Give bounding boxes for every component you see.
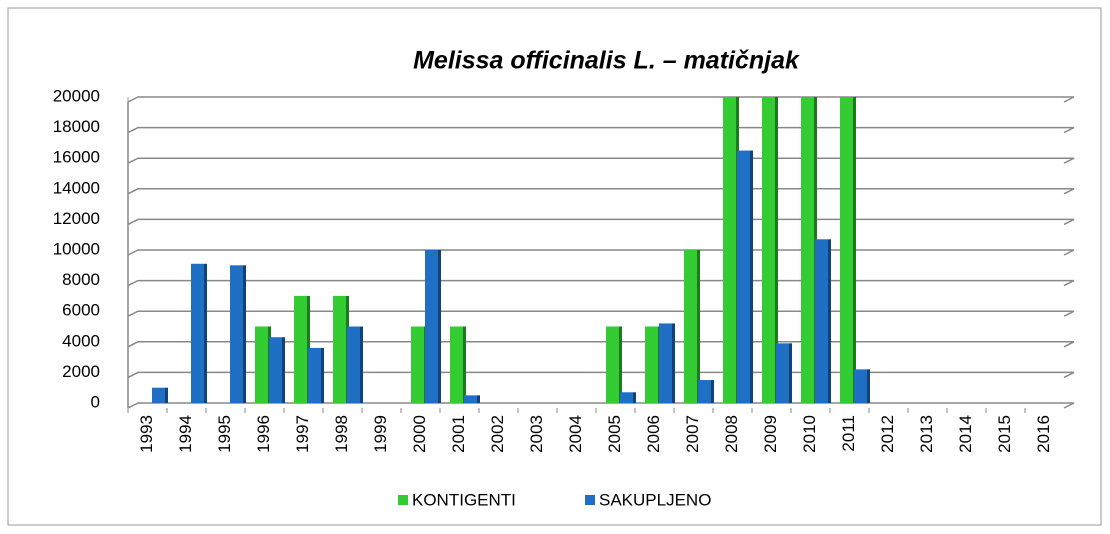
grid-line: [127, 188, 1075, 195]
x-tick-label: 2004: [566, 415, 585, 453]
bar: [723, 97, 736, 403]
bar: [840, 97, 853, 403]
x-tick-label: 2012: [878, 415, 897, 453]
x-tick-label: 1994: [176, 415, 195, 453]
grid-line: [127, 96, 1075, 103]
bar-side: [477, 395, 480, 403]
x-tick-label: 2009: [761, 415, 780, 453]
bar-side: [789, 343, 792, 403]
bar-side: [697, 250, 700, 403]
bar-side: [828, 239, 831, 403]
x-tick-label: 2010: [800, 415, 819, 453]
bar: [698, 380, 711, 403]
bar: [230, 265, 243, 403]
x-tick-label: 1996: [254, 415, 273, 453]
grid-line: [127, 126, 1075, 134]
bar-side: [463, 326, 466, 403]
bar: [294, 295, 307, 403]
x-tick-label: 2006: [644, 415, 663, 453]
x-tick-label: 1999: [371, 415, 390, 453]
x-tick-label: 2014: [956, 415, 975, 453]
y-tick-label: 16000: [53, 148, 100, 167]
bar-side: [867, 369, 870, 403]
grid-line: [127, 310, 1075, 317]
bar: [815, 239, 828, 403]
y-tick-label: 10000: [53, 239, 100, 258]
bar-side: [853, 97, 856, 403]
y-tick-label: 12000: [53, 209, 100, 228]
x-tick-label: 2016: [1034, 415, 1053, 453]
bar-side: [619, 326, 622, 403]
bar-side: [360, 326, 363, 403]
bar: [762, 97, 775, 403]
y-tick-label: 20000: [53, 86, 100, 105]
chart-frame: [7, 7, 1102, 526]
bar-side: [165, 387, 168, 403]
bar-side: [282, 337, 285, 403]
grid-line: [127, 249, 1075, 256]
y-tick-label: 18000: [53, 117, 100, 136]
bar-side: [775, 97, 778, 403]
legend-swatch: [398, 495, 408, 505]
x-tick-label: 2001: [449, 415, 468, 453]
bar: [308, 347, 321, 403]
x-tick-label: 2013: [917, 415, 936, 453]
grid-line: [127, 279, 1075, 287]
x-tick-label: 2011: [839, 415, 858, 452]
x-tick-label: 2000: [410, 415, 429, 453]
legend-label: KONTIGENTI: [412, 490, 516, 509]
bar: [333, 295, 346, 403]
bar-side: [750, 150, 753, 403]
x-tick-label: 1997: [293, 415, 312, 453]
y-tick-label: 14000: [53, 178, 100, 197]
bar: [737, 150, 750, 403]
bar: [152, 387, 165, 403]
bar: [464, 395, 477, 403]
bar: [684, 250, 697, 403]
bar-side: [633, 392, 636, 403]
bar-side: [672, 323, 675, 403]
bar-side: [204, 263, 207, 403]
bar: [269, 337, 282, 403]
x-tick-label: 1995: [215, 415, 234, 453]
grid-line: [127, 402, 1075, 409]
x-tick-label: 1993: [137, 415, 156, 453]
bar: [606, 326, 619, 403]
bar: [450, 326, 463, 403]
grid-line: [127, 157, 1075, 164]
chart-title: Melissa officinalis L. – matičnjak: [413, 47, 800, 75]
legend-swatch: [585, 495, 595, 505]
bar: [620, 392, 633, 403]
y-tick-label: 8000: [62, 270, 100, 289]
grid-line: [127, 218, 1075, 226]
bar: [255, 326, 268, 403]
bar-side: [321, 347, 324, 403]
y-tick-label: 4000: [62, 331, 100, 350]
bar: [659, 323, 672, 403]
x-tick-label: 2007: [683, 415, 702, 453]
bar-side: [711, 380, 714, 403]
y-tick-label: 0: [91, 392, 100, 411]
y-tick-label: 2000: [62, 362, 100, 381]
x-tick-label: 2008: [722, 415, 741, 453]
x-tick-label: 2015: [995, 415, 1014, 453]
bar: [776, 343, 789, 403]
y-tick-label: 6000: [62, 301, 100, 320]
bar-side: [438, 250, 441, 403]
bar: [191, 263, 204, 403]
bar: [425, 250, 438, 403]
bar: [411, 326, 424, 403]
bar: [645, 326, 658, 403]
x-tick-label: 1998: [332, 415, 351, 453]
x-tick-label: 2005: [605, 415, 624, 453]
bar: [801, 97, 814, 403]
bar: [854, 369, 867, 403]
x-tick-label: 2003: [527, 415, 546, 453]
legend-label: SAKUPLJENO: [599, 490, 711, 509]
x-tick-label: 2002: [488, 415, 507, 453]
bar-side: [243, 265, 246, 403]
bar: [347, 326, 360, 403]
